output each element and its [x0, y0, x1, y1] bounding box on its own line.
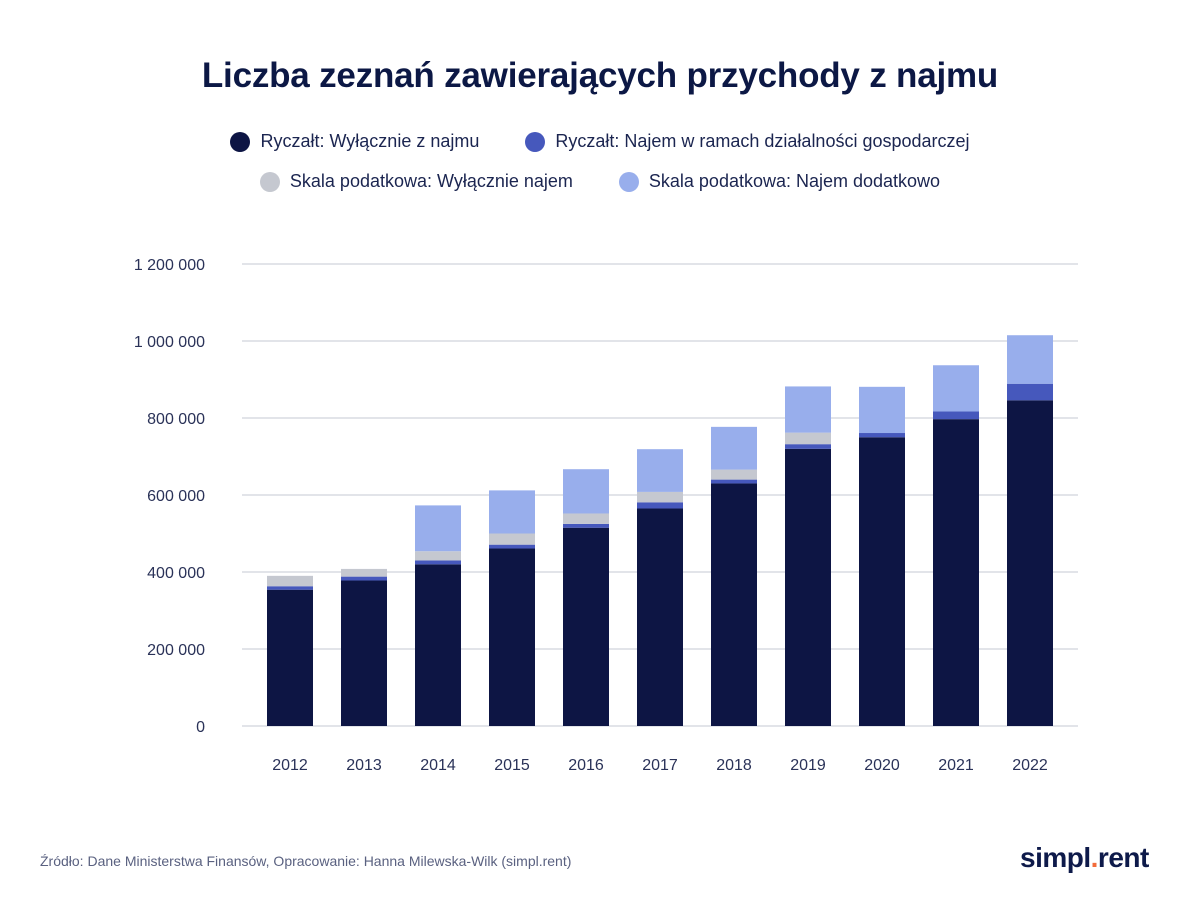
bar-segment-2019-s0: [785, 448, 831, 726]
x-tick-label: 2017: [642, 757, 678, 774]
legend-swatch-ryczalt-najem: [230, 131, 251, 152]
legend-row-1: Ryczałt: Wyłącznie z najmu Ryczałt: Naje…: [0, 131, 1200, 152]
legend-label-ryczalt-dzialalnosc: Ryczałt: Najem w ramach działalności gos…: [555, 131, 970, 151]
y-tick-label: 1 200 000: [134, 257, 205, 274]
bar-segment-2017-s1: [637, 502, 683, 509]
stacked-bar-chart: 0 200 000 400 000 600 000 800 000 1 000 000 1 …: [134, 257, 1078, 774]
bar-segment-2021-s3: [933, 365, 979, 412]
legend-swatch-ryczalt-dzialalnosc: [525, 131, 546, 152]
bar-segment-2015-s1: [489, 544, 535, 549]
bar-segment-2016-s3: [563, 469, 609, 514]
bar-segment-2021-s1: [933, 411, 979, 420]
bar-segment-2014-s3: [415, 505, 461, 552]
x-tick-label: 2022: [1012, 757, 1048, 774]
x-tick-label: 2021: [938, 757, 974, 774]
simpl-rent-logo: simpl.rent: [1020, 842, 1149, 874]
legend-swatch-skala-wylacznie: [259, 171, 280, 192]
legend-label-skala-wylacznie: Skala podatkowa: Wyłącznie najem: [289, 171, 573, 191]
x-tick-label: 2013: [346, 757, 382, 774]
y-tick-label: 1 000 000: [134, 334, 205, 351]
bar-segment-2013-s2: [341, 568, 387, 577]
logo-text-right: rent: [1097, 842, 1149, 873]
legend-item-skala-wylacznie: Skala podatkowa: Wyłącznie najem: [259, 171, 573, 192]
bar-segment-2018-s2: [711, 469, 757, 480]
legend-row-2: Skala podatkowa: Wyłącznie najem Skala p…: [0, 171, 1200, 192]
bar-segment-2015-s2: [489, 533, 535, 545]
x-tick-label: 2019: [790, 757, 826, 774]
x-tick-label: 2020: [864, 757, 900, 774]
bar-segment-2016-s0: [563, 527, 609, 726]
logo-dot: .: [1090, 842, 1099, 873]
legend-label-skala-dodatkowo: Skala podatkowa: Najem dodatkowo: [648, 171, 941, 191]
bar-segment-2022-s1: [1007, 383, 1053, 401]
bar-segment-2018-s1: [711, 479, 757, 484]
bar-segment-2017-s0: [637, 508, 683, 726]
bar-segment-2020-s3: [859, 386, 905, 434]
bar-segment-2015-s0: [489, 548, 535, 726]
bar-segment-2013-s1: [341, 576, 387, 581]
bar-segment-2012-s1: [267, 586, 313, 590]
bar-segment-2013-s0: [341, 580, 387, 726]
bar-segment-2017-s2: [637, 491, 683, 503]
y-tick-label: 400 000: [147, 565, 205, 582]
bar-segment-2019-s1: [785, 444, 831, 449]
bar-segment-2014-s0: [415, 564, 461, 726]
bar-segment-2018-s0: [711, 483, 757, 726]
bar-segment-2017-s3: [637, 449, 683, 492]
x-tick-label: 2018: [716, 757, 752, 774]
chart-title: Liczba zeznań zawierających przychody z …: [201, 56, 999, 95]
source-note: Źródło: Dane Ministerstwa Finansów, Opra…: [40, 853, 572, 869]
bar-segment-2021-s0: [933, 419, 979, 726]
y-tick-label: 200 000: [147, 642, 205, 659]
logo-text-left: simpl: [1020, 842, 1091, 873]
bar-segment-2014-s2: [415, 551, 461, 561]
x-tick-label: 2012: [272, 757, 308, 774]
bar-segment-2012-s0: [267, 589, 313, 726]
legend-item-skala-dodatkowo: Skala podatkowa: Najem dodatkowo: [618, 171, 941, 192]
x-tick-label: 2015: [494, 757, 530, 774]
bar-segment-2019-s2: [785, 432, 831, 445]
legend-swatch-skala-dodatkowo: [618, 171, 639, 192]
bar-segment-2019-s3: [785, 386, 831, 433]
x-tick-label: 2016: [568, 757, 604, 774]
bar-segment-2020-s0: [859, 437, 905, 726]
legend-item-ryczalt-najem: Ryczałt: Wyłącznie z najmu: [230, 131, 479, 152]
legend-label-ryczalt-najem: Ryczałt: Wyłącznie z najmu: [260, 131, 480, 151]
y-tick-label: 600 000: [147, 488, 205, 505]
legend-item-ryczalt-dzialalnosc: Ryczałt: Najem w ramach działalności gos…: [525, 131, 970, 152]
bar-segment-2022-s0: [1007, 400, 1053, 726]
bar-segment-2015-s3: [489, 490, 535, 534]
bar-segment-2022-s3: [1007, 335, 1053, 384]
y-tick-label: 0: [196, 719, 205, 736]
bar-segment-2014-s1: [415, 560, 461, 565]
bar-segment-2018-s3: [711, 426, 757, 470]
bar-segment-2012-s2: [267, 575, 313, 587]
bar-segment-2016-s1: [563, 523, 609, 528]
bar-segment-2016-s2: [563, 513, 609, 524]
bar-segment-2020-s1: [859, 433, 905, 438]
x-tick-label: 2014: [420, 757, 456, 774]
y-tick-label: 800 000: [147, 411, 205, 428]
